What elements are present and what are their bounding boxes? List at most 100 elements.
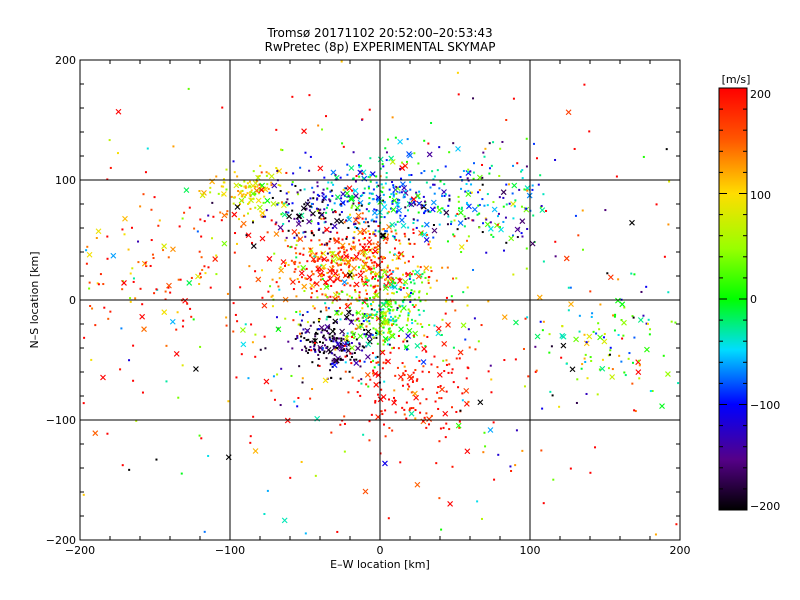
data-point-dot [531,188,534,191]
axis-ticks [79,59,681,541]
data-point-dot [467,179,470,182]
data-point-dot [226,210,229,213]
data-point-dot [391,429,394,432]
data-point-cross [286,213,293,220]
data-point-dot [330,340,333,343]
data-point-dot [340,349,343,352]
data-point-dot [422,365,425,368]
data-point-dot [121,464,124,467]
data-point-dot [521,177,524,180]
data-point-dot [284,239,287,242]
data-point-dot [331,337,334,340]
data-point-dot [569,286,572,289]
data-point-dot [322,274,325,277]
data-point-dot [330,223,333,226]
data-point-dot [325,309,328,312]
data-point-dot [350,362,353,365]
data-point-dot [347,255,350,258]
data-point-dot [332,340,335,343]
data-point-dot [381,302,384,305]
data-point-cross [353,253,360,260]
data-point-dot [389,277,392,280]
data-point-dot [225,316,228,319]
data-point-dot [296,239,299,242]
data-point-dot [383,201,386,204]
data-point-dot [554,255,557,258]
data-point-dot [414,319,417,322]
data-point-dot [310,287,313,290]
data-point-dot [540,449,543,452]
data-point-dot [322,336,325,339]
data-point-cross [397,138,403,145]
data-point-dot [463,225,466,228]
data-point-dot [409,181,412,184]
data-point-dot [296,218,299,221]
data-point-dot [374,234,377,237]
data-point-dot [358,166,361,169]
data-point-dot [181,217,184,220]
data-point-dot [464,190,467,193]
data-point-dot [342,248,345,251]
data-point-dot [484,217,487,220]
data-point-dot [343,187,346,190]
data-point-dot [467,235,470,238]
data-point-dot [351,376,354,379]
data-point-dot [591,312,594,315]
data-point-dot [611,368,614,371]
data-point-cross [465,170,472,176]
data-point-dot [359,170,362,173]
data-point-dot [617,333,620,336]
data-point-dot [340,268,343,271]
data-point-dot [540,205,543,208]
data-point-dot [362,254,365,257]
data-point-dot [498,226,501,229]
data-point-dot [337,247,340,250]
data-point-cross [426,151,433,158]
data-point-dot [316,198,319,201]
data-point-dot [367,265,370,268]
data-point-dot [307,199,310,202]
data-point-dot [310,349,313,352]
data-point-dot [410,391,413,394]
data-point-dot [614,313,617,316]
data-point-dot [457,386,460,389]
data-point-dot [260,171,263,174]
data-point-dot [483,431,486,434]
data-point-dot [386,264,389,267]
data-point-dot [349,284,352,287]
data-point-cross [266,255,273,262]
data-point-dot [324,329,327,332]
data-point-dot [358,342,361,345]
data-point-dot [329,251,332,254]
data-point-dot [492,421,495,424]
data-point-dot [286,198,289,201]
data-point-dot [674,321,677,324]
data-point-dot [472,162,475,165]
data-point-dot [623,371,626,374]
data-point-dot [310,296,313,299]
data-point-cross [281,517,288,524]
data-point-dot [462,169,465,172]
data-point-dot [278,277,281,280]
data-point-dot [300,460,303,463]
data-point-dot [361,345,364,348]
data-point-dot [247,212,250,215]
data-point-dot [589,471,592,474]
data-point-dot [589,290,592,293]
data-point-dot [398,278,401,281]
data-point-dot [335,262,338,265]
data-point-dot [346,173,349,176]
data-point-dot [482,451,485,454]
data-point-dot [200,437,203,440]
data-point-dot [396,220,399,223]
data-point-cross [405,333,412,339]
data-point-dot [492,235,495,238]
data-point-cross [333,174,340,181]
data-point-dot [607,367,610,370]
data-point-dot [331,255,334,258]
data-point-dot [631,382,634,385]
data-point-dot [144,171,147,174]
data-point-dot [361,212,364,215]
data-point-dot [451,368,454,371]
data-point-dot [510,469,513,472]
